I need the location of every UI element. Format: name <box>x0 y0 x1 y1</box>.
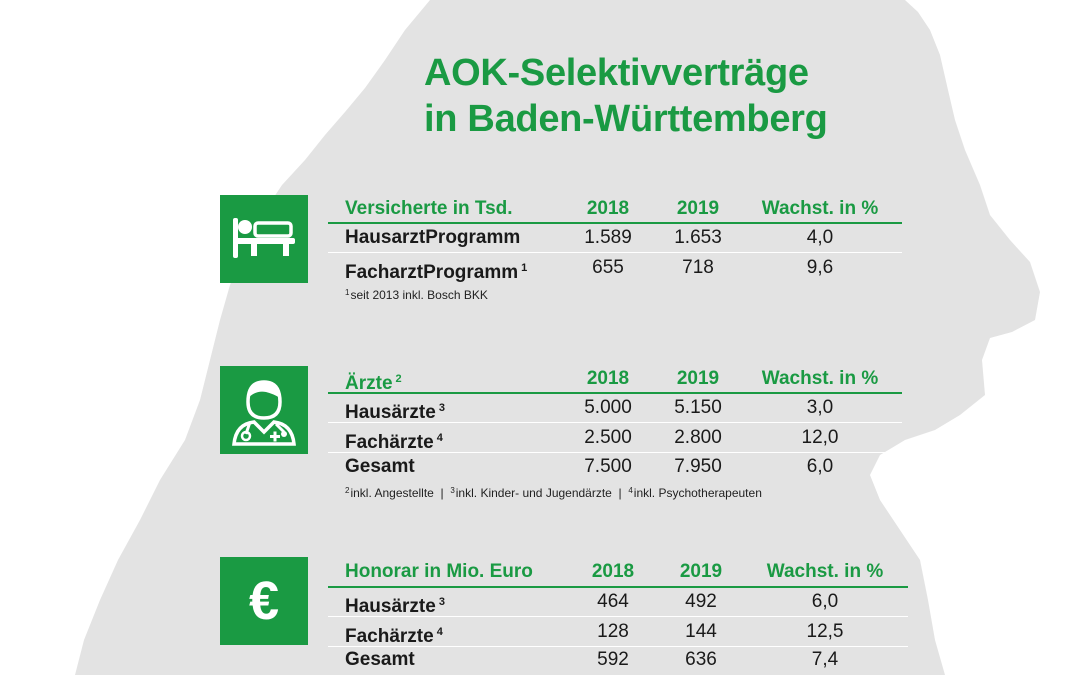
header-label: Ärzte 2 <box>345 373 402 394</box>
value-2018: 1.589 <box>584 227 632 248</box>
table-row: Fachärzte 4 2.500 2.800 12,0 <box>328 424 902 453</box>
header-label: Honorar in Mio. Euro <box>345 561 533 582</box>
value-2019: 2.800 <box>674 427 722 448</box>
value-growth: 12,0 <box>801 427 839 448</box>
value-2019: 144 <box>685 621 717 642</box>
versicherte-table: Versicherte in Tsd. 2018 2019 Wachst. in… <box>328 195 902 305</box>
header-2018: 2018 <box>586 368 630 389</box>
map-silhouette <box>75 0 1040 675</box>
value-growth: 12,5 <box>806 621 844 642</box>
header-growth: Wachst. in % <box>761 368 879 389</box>
table-header: Honorar in Mio. Euro 2018 2019 Wachst. i… <box>328 558 908 586</box>
value-2019: 636 <box>685 649 717 670</box>
header-label: Versicherte in Tsd. <box>345 198 513 219</box>
svg-text:€: € <box>249 571 279 631</box>
table-header: Ärzte 2 2018 2019 Wachst. in % <box>328 365 902 394</box>
table-row: Hausärzte 3 5.000 5.150 3,0 <box>328 394 902 423</box>
footnote-mark: 1 <box>521 262 528 274</box>
header-2018: 2018 <box>586 198 630 219</box>
header-growth: Wachst. in % <box>766 561 884 582</box>
title-line-2: in Baden-Württemberg <box>424 98 828 140</box>
doctor-icon <box>220 366 308 454</box>
value-2019: 7.950 <box>674 456 722 477</box>
page-title: AOK-Selektivverträge in Baden-Württember… <box>424 50 828 142</box>
aerzte-table: Ärzte 2 2018 2019 Wachst. in % Hausärzte 3… <box>328 365 902 505</box>
value-growth: 7,4 <box>811 649 839 670</box>
table-row: Gesamt 7.500 7.950 6,0 <box>328 453 902 481</box>
row-label: Fachärzte 4 <box>345 432 443 453</box>
value-2018: 2.500 <box>584 427 632 448</box>
row-label: Gesamt <box>345 456 415 477</box>
row-label: Hausärzte 3 <box>345 596 445 617</box>
value-2019: 1.653 <box>674 227 722 248</box>
value-2019: 718 <box>682 257 714 278</box>
row-label: Fachärzte 4 <box>345 626 443 647</box>
euro-icon: € <box>220 557 308 645</box>
value-2018: 592 <box>597 649 629 670</box>
row-label: HausarztProgramm <box>345 227 521 248</box>
value-growth: 3,0 <box>806 397 834 418</box>
row-label: Gesamt <box>345 649 415 670</box>
table-header: Versicherte in Tsd. 2018 2019 Wachst. in… <box>328 195 902 223</box>
row-label: FacharztProgramm 1 <box>345 262 528 283</box>
footnote: 1seit 2013 inkl. Bosch BKK <box>345 288 488 302</box>
header-2019: 2019 <box>676 368 720 389</box>
table-row: Fachärzte 4 128 144 12,5 <box>328 618 908 647</box>
header-2018: 2018 <box>591 561 635 582</box>
value-2018: 655 <box>592 257 624 278</box>
value-growth: 4,0 <box>806 227 834 248</box>
title-line-1: AOK-Selektivverträge <box>424 52 809 94</box>
row-label: Hausärzte 3 <box>345 402 445 423</box>
value-2019: 5.150 <box>674 397 722 418</box>
table-row: Hausärzte 3 464 492 6,0 <box>328 588 908 617</box>
table-row: Gesamt 592 636 7,4 <box>328 646 908 674</box>
value-growth: 6,0 <box>811 591 839 612</box>
value-2018: 128 <box>597 621 629 642</box>
value-2018: 5.000 <box>584 397 632 418</box>
value-2018: 7.500 <box>584 456 632 477</box>
honorar-table: Honorar in Mio. Euro 2018 2019 Wachst. i… <box>328 558 908 675</box>
header-2019: 2019 <box>676 198 720 219</box>
table-row: FacharztProgramm 1 655 718 9,6 <box>328 254 902 283</box>
patient-bed-icon <box>220 195 308 283</box>
header-2019: 2019 <box>679 561 723 582</box>
header-growth: Wachst. in % <box>761 198 879 219</box>
footnotes: 2inkl. Angestellte | 3inkl. Kinder- und … <box>345 486 762 500</box>
value-2019: 492 <box>685 591 717 612</box>
value-growth: 9,6 <box>806 257 834 278</box>
value-2018: 464 <box>597 591 629 612</box>
table-row: HausarztProgramm 1.589 1.653 4,0 <box>328 224 902 252</box>
value-growth: 6,0 <box>806 456 834 477</box>
